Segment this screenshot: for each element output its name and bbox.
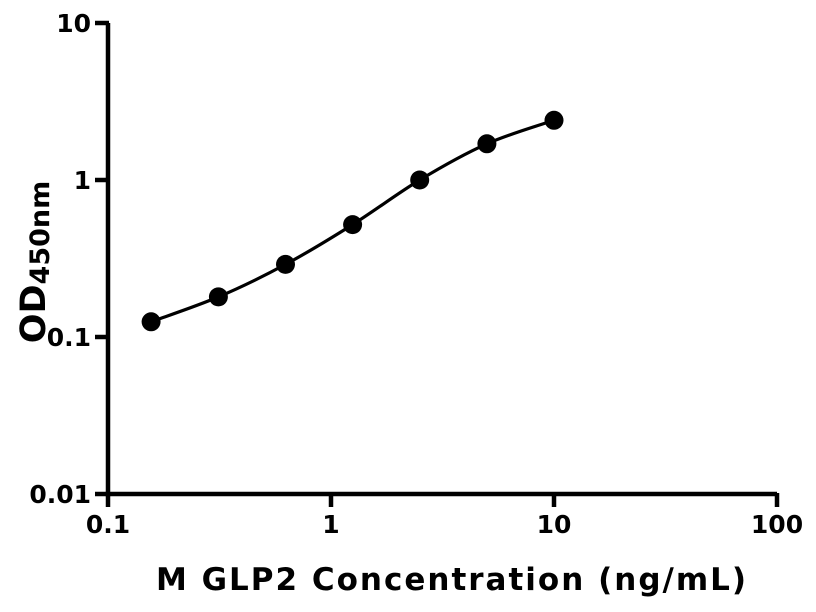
x-tick-label: 100 [751, 510, 803, 539]
x-axis-title: M GLP2 Concentration (ng/mL) [156, 562, 748, 598]
data-point [544, 110, 564, 130]
data-point [141, 312, 161, 332]
data-point [477, 134, 497, 154]
data-point [276, 254, 295, 274]
y-axis-title-subscript: 450nm [25, 181, 56, 285]
data-point [343, 215, 363, 235]
y-axis-title-main: OD [14, 284, 54, 343]
data-point [410, 170, 430, 190]
y-tick-label: 1 [74, 166, 91, 195]
data-point [208, 287, 228, 307]
y-axis-title: OD450nm [14, 181, 56, 344]
data-points [141, 110, 564, 332]
x-tick-label: 10 [537, 510, 572, 539]
x-tick-label: 0.1 [86, 510, 130, 539]
y-tick-label: 0.01 [29, 480, 91, 509]
y-tick-label: 0.1 [47, 323, 91, 352]
axes [95, 20, 780, 507]
x-tick-label: 1 [322, 510, 339, 539]
y-tick-label: 10 [56, 9, 91, 38]
